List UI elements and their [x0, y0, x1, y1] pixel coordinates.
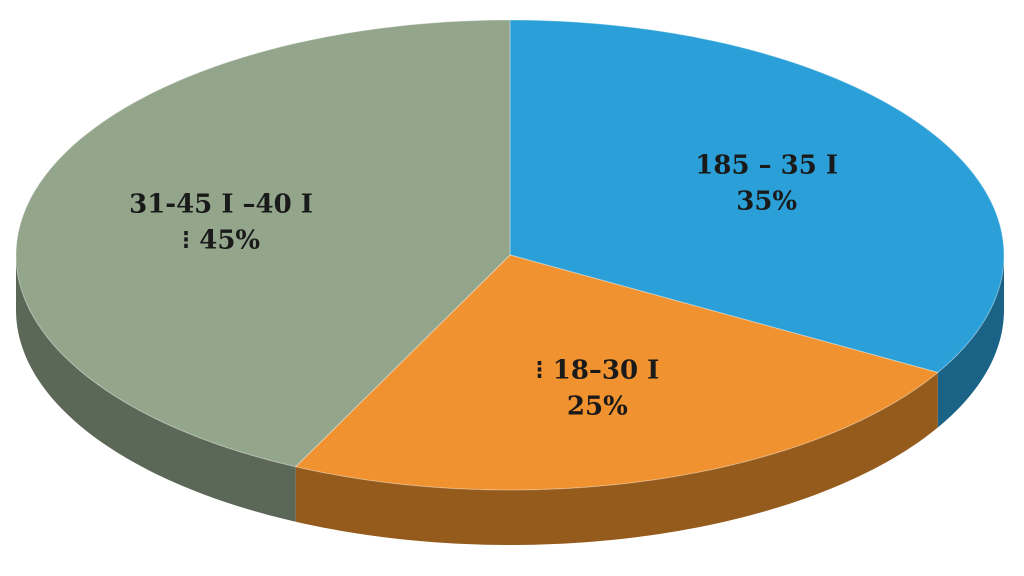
slice-side [937, 255, 1004, 428]
slice [509, 19, 1005, 374]
slice-value-label: 35% [736, 187, 797, 217]
slice-label: ⁝ 18–30 I [535, 356, 659, 386]
slice-label: 31-45 I –40 I [129, 190, 313, 220]
slice-side [295, 372, 938, 545]
slice-value-label: ⁝ 45% [182, 226, 260, 256]
slice-value-label: 25% [567, 392, 628, 422]
slice [294, 254, 939, 491]
slice-label: 185 – 35 I [695, 151, 838, 181]
slice [15, 19, 511, 468]
slice-side [16, 255, 296, 522]
